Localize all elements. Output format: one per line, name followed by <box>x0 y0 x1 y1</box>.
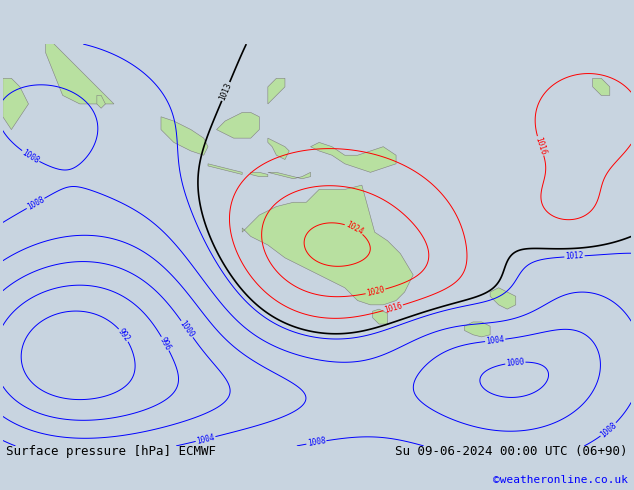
Text: 1004: 1004 <box>195 433 216 445</box>
Text: 996: 996 <box>158 335 172 352</box>
Text: 1020: 1020 <box>366 285 385 298</box>
Text: 1008: 1008 <box>598 420 618 439</box>
Polygon shape <box>593 78 610 96</box>
Text: 1000: 1000 <box>506 357 525 368</box>
Text: ©weatheronline.co.uk: ©weatheronline.co.uk <box>493 475 628 485</box>
Polygon shape <box>465 322 490 337</box>
Text: 1008: 1008 <box>306 437 327 448</box>
Polygon shape <box>373 309 387 324</box>
Polygon shape <box>490 288 516 309</box>
Polygon shape <box>3 78 29 129</box>
Text: Su 09-06-2024 00:00 UTC (06+90): Su 09-06-2024 00:00 UTC (06+90) <box>395 445 628 458</box>
Polygon shape <box>311 0 336 10</box>
Text: Surface pressure [hPa] ECMWF: Surface pressure [hPa] ECMWF <box>6 445 216 458</box>
Text: 992: 992 <box>116 327 131 343</box>
Text: 1016: 1016 <box>383 301 403 315</box>
Polygon shape <box>242 185 413 305</box>
Polygon shape <box>268 138 289 160</box>
Text: 1000: 1000 <box>178 319 196 339</box>
Text: 1012: 1012 <box>565 251 584 261</box>
Polygon shape <box>161 117 208 155</box>
Polygon shape <box>217 113 259 138</box>
Text: 1024: 1024 <box>344 220 365 237</box>
Text: 1004: 1004 <box>486 335 505 346</box>
Text: 1008: 1008 <box>25 195 46 212</box>
Polygon shape <box>208 164 242 174</box>
Polygon shape <box>97 96 105 108</box>
Text: 1008: 1008 <box>20 147 41 165</box>
Polygon shape <box>268 172 311 179</box>
Text: 1013: 1013 <box>218 81 233 102</box>
Polygon shape <box>268 78 285 104</box>
Polygon shape <box>250 172 268 176</box>
Text: 1016: 1016 <box>533 136 548 156</box>
Polygon shape <box>311 143 396 172</box>
Polygon shape <box>46 36 114 104</box>
